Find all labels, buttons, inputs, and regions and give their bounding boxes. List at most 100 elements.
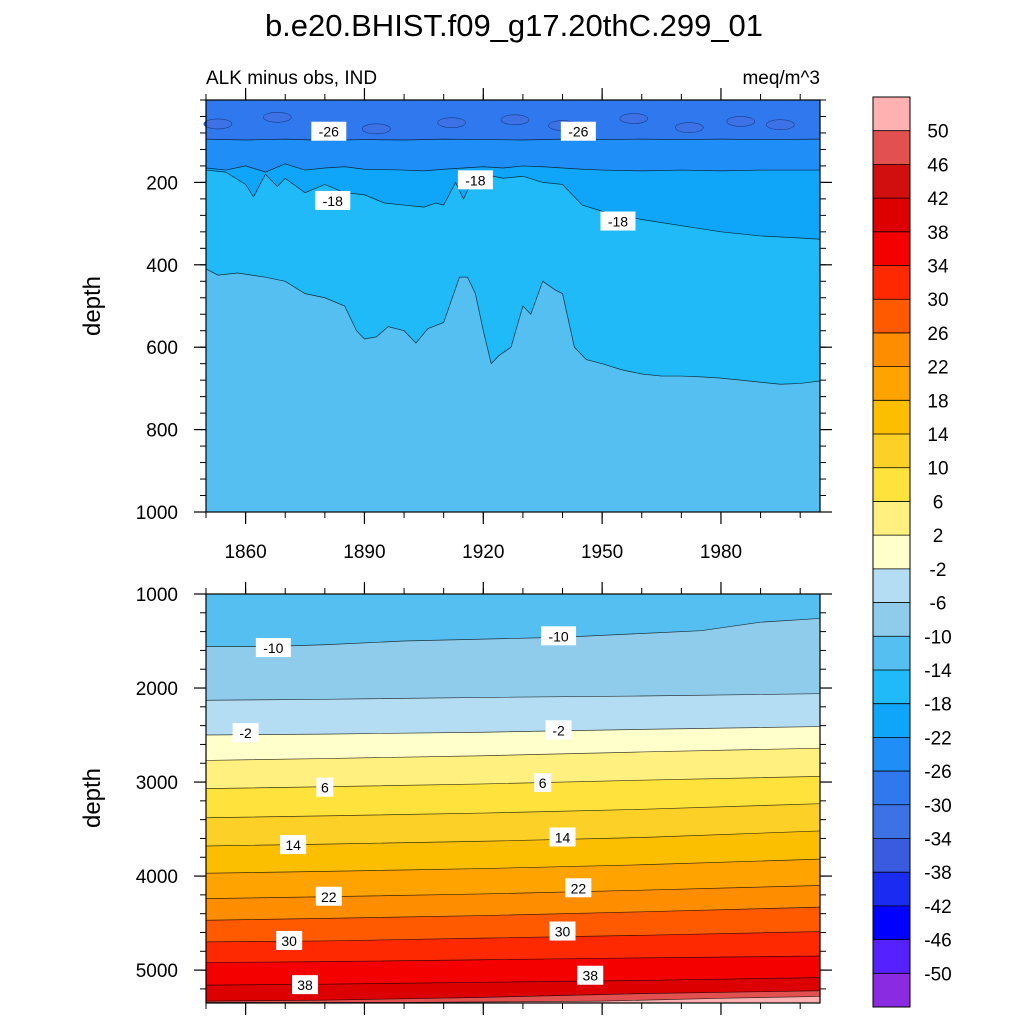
up-contour-label-text-3: -18 xyxy=(465,172,485,188)
lo-contour-label-text-5: 6 xyxy=(539,775,547,791)
lo-contour-line-5 xyxy=(205,803,821,819)
upper-contour-labels: -26 -26 -18 -18 -18 xyxy=(311,121,636,231)
colorbar-swatch-13 xyxy=(873,535,910,570)
lo-contour-label-text-1: -10 xyxy=(548,628,568,644)
lo-contour-label-9: 22 xyxy=(565,878,592,898)
up-contour-label-4: -18 xyxy=(600,211,636,231)
lo-y-tick-label-2: 3000 xyxy=(136,773,178,794)
lo-contour-label-1: -10 xyxy=(541,626,577,646)
upper-plot-frame xyxy=(205,99,821,513)
lo-y-tick-label-3: 4000 xyxy=(136,867,178,888)
lo-contour-label-text-9: 22 xyxy=(571,880,587,896)
colorbar-swatch-18 xyxy=(873,703,910,738)
colorbar-swatch-20 xyxy=(873,771,910,806)
up-y-tick-label-2: 600 xyxy=(146,338,178,359)
up-x-tick-label-3: 1950 xyxy=(581,542,623,563)
upper-contour-fill xyxy=(203,100,820,512)
lower-y-axis-label: depth xyxy=(79,768,106,828)
lo-contour-label-bg-7 xyxy=(549,827,576,847)
colorbar-swatch-15 xyxy=(873,602,910,637)
noise-patch-2 xyxy=(362,123,391,135)
lo-contour-label-bg-8 xyxy=(315,886,342,906)
colorbar-tick-label-24: -46 xyxy=(924,931,951,952)
lo-contour-label-text-0: -10 xyxy=(263,640,283,656)
up-contour-label-2: -18 xyxy=(315,190,351,210)
colorbar-tick-label-18: -22 xyxy=(924,728,951,749)
lo-contour-line-7 xyxy=(205,858,821,874)
colorbar-tick-label-2: 42 xyxy=(927,189,948,210)
colorbar-tick-label-7: 22 xyxy=(927,358,948,379)
up-x-tick-label-0: 1860 xyxy=(224,542,266,563)
lo-contour-label-text-12: 38 xyxy=(297,977,313,993)
colorbar-tick-label-25: -50 xyxy=(924,964,951,985)
lo-contour-label-bg-10 xyxy=(276,930,303,950)
up-contour-line-1 xyxy=(205,163,820,173)
noise-patch-8 xyxy=(726,116,756,127)
colorbar-tick-label-4: 34 xyxy=(927,257,949,278)
up-y-tick-label-4: 1000 xyxy=(136,503,178,524)
lo-contour-label-bg-0 xyxy=(255,638,291,658)
colorbar-swatch-25 xyxy=(873,939,910,974)
lo-contour-label-bg-1 xyxy=(541,626,577,646)
lo-contour-label-3: -2 xyxy=(545,720,572,740)
lower-panel: -10 -10 -2 -2 6 6 14 14 22 22 30 30 38 38 1000 2000 300… xyxy=(79,582,832,1015)
colorbar-swatch-12 xyxy=(873,501,910,536)
lo-y-tick-label-0: 1000 xyxy=(136,585,178,606)
subtitle-right: meq/m^3 xyxy=(742,68,820,89)
up-contour-label-bg-2 xyxy=(315,190,351,210)
lo-contour-line-2 xyxy=(205,726,821,736)
lo-contour-label-bg-11 xyxy=(549,921,576,941)
lo-contour-label-5: 6 xyxy=(534,772,552,792)
lo-contour-label-text-2: -2 xyxy=(239,725,252,741)
lower-plot-frame xyxy=(205,593,821,1004)
up-x-tick-label-1: 1890 xyxy=(343,542,385,563)
colorbar-swatch-1 xyxy=(873,130,910,165)
lo-contour-label-bg-5 xyxy=(534,772,552,792)
colorbar-tick-label-15: -10 xyxy=(924,627,951,648)
up-contour-label-text-1: -26 xyxy=(568,124,588,140)
up-contour-label-bg-1 xyxy=(560,121,596,141)
lo-contour-label-bg-13 xyxy=(577,965,604,985)
lo-contour-label-text-13: 38 xyxy=(582,968,598,984)
lo-band-0 xyxy=(206,594,820,647)
up-contour-label-1: -26 xyxy=(560,121,596,141)
lo-contour-label-text-8: 22 xyxy=(321,889,337,905)
colorbar-tick-label-12: 2 xyxy=(933,526,944,547)
noise-patch-9 xyxy=(766,119,795,131)
noise-patch-1 xyxy=(263,112,292,123)
colorbar-swatch-17 xyxy=(873,669,910,705)
lo-contour-label-13: 38 xyxy=(577,965,604,985)
up-contour-label-bg-4 xyxy=(600,211,636,231)
lo-contour-label-2: -2 xyxy=(232,723,259,743)
colorbar-tick-label-10: 10 xyxy=(927,459,948,480)
lo-contour-line-8 xyxy=(205,885,821,899)
colorbar-swatch-6 xyxy=(873,299,910,334)
colorbar-tick-label-6: 26 xyxy=(927,324,948,345)
upper-panel: -26 -26 -18 -18 -18 1860 1890 1920 1950 1980 200 4… xyxy=(79,88,832,563)
noise-patch-6 xyxy=(619,113,649,124)
lo-contour-label-bg-2 xyxy=(232,723,259,743)
lo-y-tick-label-1: 2000 xyxy=(136,679,178,700)
colorbar-tick-label-22: -38 xyxy=(924,863,951,884)
colorbar-swatch-2 xyxy=(873,164,910,199)
lo-contour-label-text-6: 14 xyxy=(285,837,301,853)
lo-contour-label-text-10: 30 xyxy=(281,933,297,949)
lo-contour-label-10: 30 xyxy=(276,930,303,950)
colorbar-swatch-3 xyxy=(873,198,910,233)
up-y-tick-label-0: 200 xyxy=(146,173,178,194)
noise-patch-3 xyxy=(437,117,466,128)
colorbar-swatch-4 xyxy=(873,231,910,267)
lo-contour-label-text-7: 14 xyxy=(555,830,571,846)
colorbar-swatch-7 xyxy=(873,332,910,368)
colorbar-swatch-26 xyxy=(873,973,910,1008)
colorbar-swatch-24 xyxy=(873,905,910,941)
upper-y-axis-label: depth xyxy=(79,276,106,336)
colorbar-swatch-14 xyxy=(873,568,910,604)
noise-patch-0 xyxy=(203,118,233,130)
colorbar-tick-label-8: 18 xyxy=(927,391,948,412)
lo-contour-label-6: 14 xyxy=(280,835,307,855)
lo-contour-line-3 xyxy=(205,747,821,761)
up-contour-line-0 xyxy=(205,138,821,141)
lo-contour-label-bg-4 xyxy=(316,777,334,797)
lo-contour-label-bg-6 xyxy=(280,835,307,855)
